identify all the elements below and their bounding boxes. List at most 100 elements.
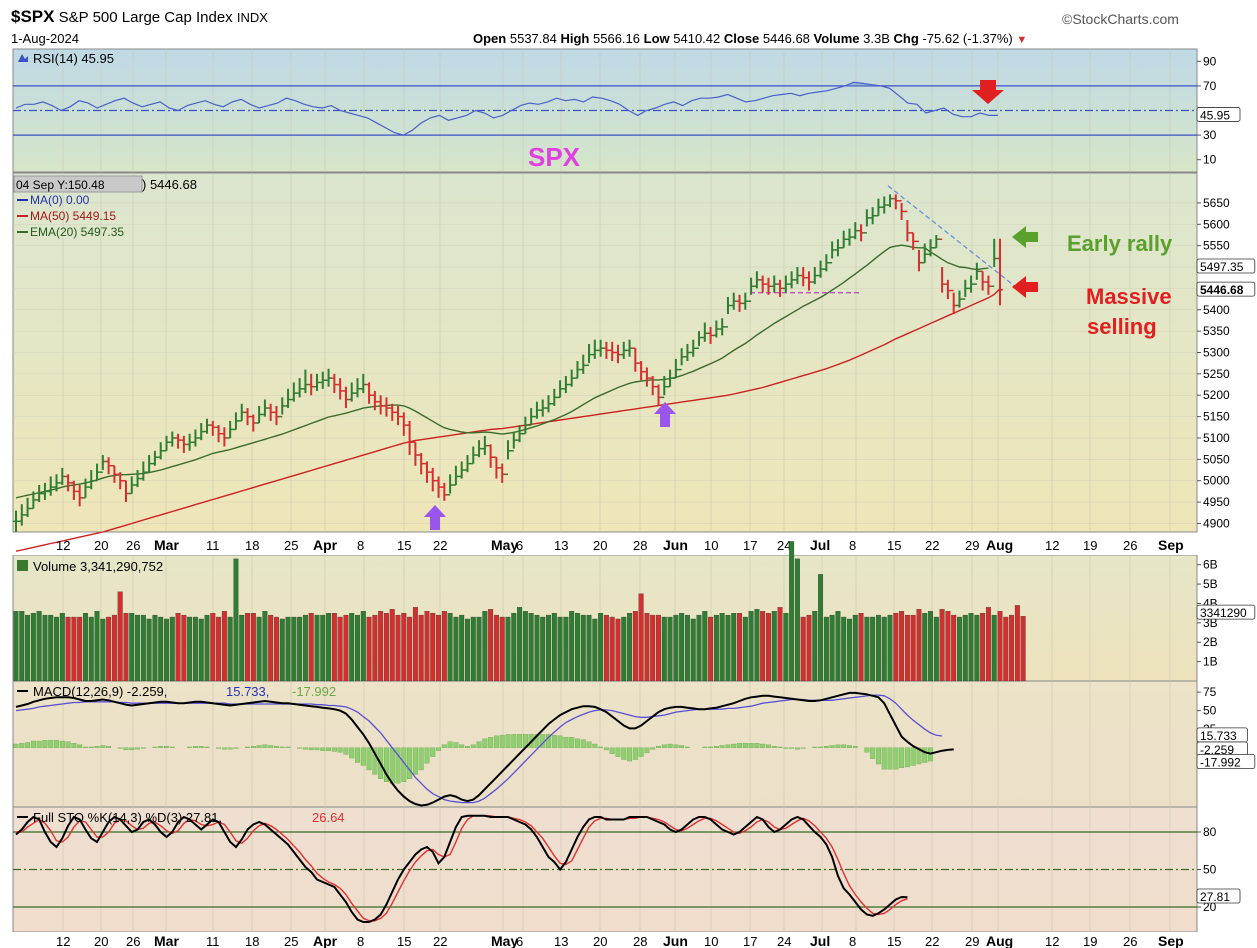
sto-last-value-box [1196, 888, 1241, 904]
volume-bar-94 [557, 616, 563, 682]
date-axis-top-tick-20: Jul [810, 537, 830, 553]
volume-bar-158 [928, 611, 934, 682]
spx-annotation: SPX [528, 142, 581, 172]
volume-bar-141 [829, 614, 835, 682]
volume-bar-38 [233, 558, 239, 682]
green-left-arrow-icon [1012, 226, 1038, 248]
macd-hist-bar-31 [192, 746, 198, 748]
date-axis-bottom-tick-7: Apr [313, 933, 338, 948]
volume-bar-41 [250, 613, 256, 682]
volume-bar-3 [30, 613, 36, 682]
macd-hist-bar-73 [436, 747, 442, 751]
volume-bar-87 [517, 607, 523, 682]
volume-bar-100 [592, 618, 598, 682]
macd-hist-bar-139 [818, 746, 824, 748]
price-tick-label: 5400 [1203, 303, 1230, 317]
macd-hist-bar-60 [360, 747, 366, 766]
ma50-legend: MA(50) 5449.15 [30, 209, 116, 223]
volume-bar-68 [407, 616, 413, 682]
macd-hist-last-value: -17.992 [1200, 756, 1241, 770]
price-tick-label: 5300 [1203, 346, 1230, 360]
volume-bar-83 [493, 614, 499, 682]
macd-hist-bar-33 [204, 746, 210, 748]
price-tick-label: 4950 [1203, 495, 1230, 509]
date-axis-top-tick-5: 18 [245, 538, 259, 553]
rsi-tick-label: 70 [1203, 79, 1217, 93]
volume-bar-22 [140, 614, 146, 682]
volume-bar-80 [476, 616, 482, 682]
volume-bar-44 [268, 614, 274, 682]
volume-bar-15 [100, 618, 106, 682]
volume-bar-115 [679, 613, 685, 682]
macd-hist-bar-112 [661, 744, 667, 748]
macd-hist-bar-32 [198, 746, 204, 748]
date-axis-bottom-tick-27: 19 [1083, 934, 1097, 948]
macd-title-signal: 15.733, [226, 684, 269, 699]
volume-bar-7 [54, 616, 59, 682]
low-value: 5410.42 [673, 31, 721, 46]
macd-hist-bar-72 [430, 747, 436, 757]
volume-bar-98 [580, 614, 586, 682]
macd-hist-bar-81 [482, 738, 488, 748]
date-axis-top-tick-29: Sep [1158, 537, 1184, 553]
macd-hist-bar-141 [829, 745, 835, 748]
volume-bar-30 [187, 616, 193, 682]
volume-bar-72 [430, 613, 436, 682]
date-axis-top-tick-6: 25 [284, 538, 298, 553]
close-last-value-box [1196, 281, 1256, 297]
volume-bar-113 [667, 616, 673, 682]
macd-hist-bar-22 [140, 747, 146, 749]
red-down-arrow-icon [972, 80, 1004, 104]
volume-bar-118 [696, 614, 702, 682]
date-axis-top-tick-11: May [491, 537, 518, 553]
volume-bar-5 [42, 614, 48, 682]
macd-hist-bar-26 [164, 746, 169, 748]
chart-date: 1-Aug-2024 [11, 31, 79, 46]
exchange-code: INDX [236, 10, 268, 25]
macd-hist-bar-114 [673, 744, 679, 748]
macd-hist-bar-108 [638, 747, 644, 757]
volume-bar-4 [36, 611, 42, 682]
volume-bar-65 [389, 609, 395, 682]
macd-hist-bar-98 [580, 739, 586, 748]
volume-bar-152 [893, 613, 899, 682]
price-tick-label: 4900 [1203, 516, 1230, 530]
macd-hist-bar-97 [574, 738, 580, 748]
ema20-line [15, 244, 989, 499]
early-rally-annotation: Early rally [1067, 231, 1173, 256]
volume-bar-13 [88, 616, 94, 682]
volume-bar-36 [221, 611, 227, 682]
price-tick-label: 5000 [1203, 474, 1230, 488]
macd-hist-bar-5 [42, 740, 48, 748]
macd-hist-bar-156 [916, 747, 922, 765]
date-axis-top-tick-9: 15 [397, 538, 411, 553]
macd-hist-bar-69 [412, 747, 418, 775]
volume-bar-75 [447, 613, 453, 682]
macd-hist-bar-157 [922, 747, 928, 763]
macd-hist-bar-57 [343, 747, 349, 755]
macd-hist-bar-80 [476, 741, 482, 748]
macd-hist-bar-123 [725, 744, 731, 748]
date-axis-bottom-tick-1: 20 [94, 934, 108, 948]
macd-hist-bar-68 [407, 747, 413, 779]
macd-hist-bar-154 [904, 747, 910, 768]
date-axis-bottom-tick-5: 18 [245, 934, 259, 948]
macd-hist-bar-82 [488, 737, 494, 748]
macd-hist-bar-100 [592, 743, 598, 748]
macd-hist-bar-120 [708, 746, 714, 748]
macd-hist-bar-43 [262, 744, 268, 748]
volume-bar-93 [551, 613, 557, 682]
volume-bar-163 [957, 616, 962, 682]
macd-hist-bar-110 [650, 747, 656, 750]
price-tick-label: 5150 [1203, 410, 1230, 424]
volume-bar-114 [673, 614, 679, 682]
macd-hist-bar-143 [841, 744, 847, 748]
date-axis-bottom-tick-4: 11 [206, 934, 220, 948]
volume-bar-107 [632, 611, 638, 682]
volume-bar-45 [274, 616, 279, 682]
macd-hist-bar-66 [395, 747, 401, 784]
sto-title-d: 26.64 [312, 810, 345, 825]
ema20-last-value-box [1196, 258, 1256, 274]
macd-hist-bar-47 [285, 746, 291, 748]
macd-hist-bar-74 [441, 744, 447, 748]
